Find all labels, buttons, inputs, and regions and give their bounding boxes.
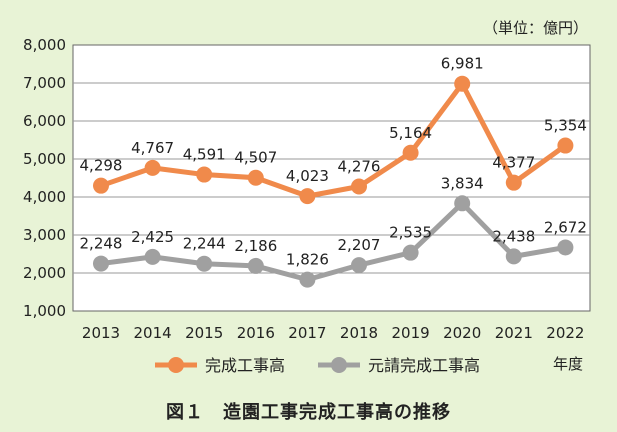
data-label-1: 1,826 — [286, 251, 329, 269]
series-point-0 — [402, 144, 419, 161]
x-tick-label: 2021 — [495, 324, 533, 342]
data-label-1: 2,244 — [183, 235, 226, 253]
legend-label-completed: 完成工事高 — [205, 356, 285, 375]
data-label-1: 3,834 — [441, 174, 484, 192]
x-tick-label: 2013 — [82, 324, 120, 342]
data-labels: 4,298 4,767 4,591 4,507 4,023 4,276 5,164 6,981… — [80, 55, 587, 269]
y-tick-label: 8,000 — [23, 36, 66, 54]
x-tick-label: 2022 — [546, 324, 584, 342]
x-tick-label: 2019 — [392, 324, 430, 342]
data-label-0: 4,507 — [234, 149, 277, 167]
series-point-0 — [454, 75, 471, 92]
unit-label: （単位：億円） — [483, 19, 588, 37]
series-point-1 — [505, 248, 522, 265]
series-point-1 — [402, 244, 419, 261]
series-point-1 — [144, 248, 161, 265]
series-point-0 — [93, 177, 109, 194]
y-tick-label: 6,000 — [23, 112, 66, 130]
x-tick-label: 2016 — [237, 324, 275, 342]
y-tick-label: 5,000 — [23, 150, 66, 168]
data-label-0: 5,164 — [389, 124, 432, 142]
y-tick-label: 2,000 — [23, 264, 66, 282]
data-label-1: 2,186 — [234, 237, 277, 255]
x-axis-unit-label: 年度 — [553, 355, 583, 373]
y-tick-label: 1,000 — [23, 302, 66, 320]
series-point-1 — [247, 257, 264, 274]
data-label-1: 2,672 — [544, 218, 587, 236]
data-label-1: 2,425 — [131, 228, 174, 246]
y-tick-label: 7,000 — [23, 74, 66, 92]
x-axis-tick-labels: 2013 2014 2015 2016 2017 2018 2019 2020 2021 2022 — [82, 324, 585, 342]
x-tick-label: 2014 — [134, 324, 172, 342]
x-tick-label: 2017 — [288, 324, 326, 342]
legend-marker-completed — [168, 357, 184, 373]
x-tick-label: 2018 — [340, 324, 378, 342]
series-point-0 — [299, 188, 316, 205]
data-label-0: 4,298 — [80, 157, 123, 175]
data-label-0: 4,591 — [183, 146, 226, 164]
data-label-1: 2,248 — [80, 235, 123, 253]
data-label-1: 2,438 — [492, 227, 535, 245]
legend-label-prime: 元請完成工事高 — [368, 356, 480, 375]
data-label-1: 2,535 — [389, 224, 432, 242]
data-label-0: 5,354 — [544, 117, 587, 135]
data-label-0: 4,377 — [492, 154, 535, 172]
series-point-1 — [299, 271, 316, 288]
y-tick-label: 4,000 — [23, 188, 66, 206]
data-label-0: 4,276 — [338, 158, 381, 176]
plot-area — [72, 44, 591, 312]
legend-item-completed: 完成工事高 — [155, 356, 285, 375]
series-point-0 — [247, 169, 264, 186]
series-line-1 — [100, 200, 566, 283]
data-label-0: 4,767 — [131, 139, 174, 157]
series-line-0 — [100, 81, 567, 199]
series-point-1 — [93, 255, 109, 272]
legend-marker-prime — [331, 357, 347, 373]
data-label-0: 4,023 — [286, 167, 329, 185]
x-tick-label: 2020 — [443, 324, 481, 342]
grid-lines — [73, 82, 590, 274]
series-point-0 — [196, 166, 213, 183]
series-point-0 — [505, 174, 522, 191]
series-point-0 — [557, 137, 574, 154]
data-label-1: 2,207 — [338, 236, 381, 254]
series-point-1 — [557, 239, 574, 256]
series-point-1 — [454, 195, 471, 212]
series-point-1 — [196, 255, 213, 272]
legend: 完成工事高 元請完成工事高 — [155, 356, 480, 375]
x-tick-label: 2015 — [185, 324, 223, 342]
y-tick-label: 3,000 — [23, 226, 66, 244]
series-point-0 — [351, 178, 367, 195]
data-label-0: 6,981 — [441, 55, 484, 73]
y-axis-tick-labels: 1,000 2,000 3,000 4,000 5,000 6,000 7,000 8,000 — [23, 36, 66, 320]
series-point-0 — [144, 159, 161, 176]
series-lines — [93, 75, 574, 288]
series-point-1 — [351, 257, 367, 274]
figure-caption: 図１ 造園工事完成工事高の推移 — [166, 402, 451, 423]
legend-item-prime: 元請完成工事高 — [318, 356, 480, 375]
